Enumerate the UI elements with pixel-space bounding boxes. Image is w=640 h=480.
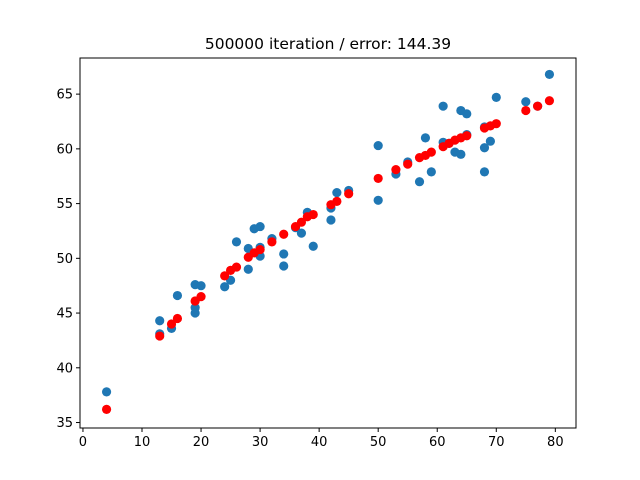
data-point [456,149,466,159]
data-point [438,101,448,111]
y-tick-label: 55 [56,197,73,212]
data-point [485,136,495,146]
data-point [426,167,436,177]
data-point [190,308,200,318]
x-tick-label: 80 [547,435,564,450]
data-points [101,69,555,414]
data-point [296,217,307,227]
y-tick-label: 50 [56,252,73,267]
data-point [479,143,490,153]
x-tick-label: 0 [79,435,87,450]
chart-title: 500000 iteration / error: 144.39 [205,35,451,53]
x-tick-label: 50 [370,435,387,450]
x-tick-label: 30 [252,435,269,450]
data-point [172,313,183,324]
observed-points [101,69,555,397]
data-point [172,290,183,301]
data-point [155,316,165,326]
data-point [479,167,490,177]
y-tick-label: 45 [56,307,73,322]
data-point [491,119,501,129]
data-point [521,105,531,116]
data-point [308,241,318,251]
data-point [462,109,472,119]
data-point [373,195,383,205]
data-point [255,221,265,232]
data-point [101,404,112,414]
data-point [533,101,543,111]
x-tick-label: 20 [193,435,210,450]
data-point [231,237,242,247]
data-point [243,264,253,274]
data-point [544,69,555,80]
data-point [279,249,289,259]
data-point [391,165,401,175]
data-point [332,188,342,198]
data-point [279,261,289,271]
data-point [426,147,436,157]
y-tick-label: 40 [56,361,73,376]
axes-ticks: 0 10 20 30 40 50 60 70 80 35 40 45 50 55 60 65 [56,88,563,450]
data-point [279,229,289,239]
x-tick-label: 40 [311,435,328,450]
data-point [414,177,425,187]
data-point [462,131,472,141]
y-tick-label: 65 [56,88,73,103]
data-point [373,173,383,184]
fitted-points [101,96,555,414]
data-point [101,387,112,397]
data-point [220,271,230,281]
data-point [403,159,413,169]
y-tick-label: 35 [56,416,73,431]
data-point [373,140,383,151]
data-point [231,262,242,272]
data-point [491,92,501,103]
data-point [196,281,206,291]
data-point [196,292,206,302]
data-point [220,282,230,292]
x-tick-label: 70 [488,435,505,450]
data-point [155,331,165,341]
data-point [344,189,354,199]
data-point [332,196,342,207]
plot-area [79,57,577,429]
x-tick-label: 60 [429,435,446,450]
data-point [255,244,265,255]
data-point [296,228,307,238]
data-point [166,319,177,329]
data-point [326,215,336,225]
data-point [308,209,318,220]
x-tick-label: 10 [134,435,151,450]
data-point [267,237,277,247]
data-point [544,96,555,106]
data-point [420,133,431,143]
data-point [521,97,531,107]
y-tick-label: 60 [56,142,73,157]
